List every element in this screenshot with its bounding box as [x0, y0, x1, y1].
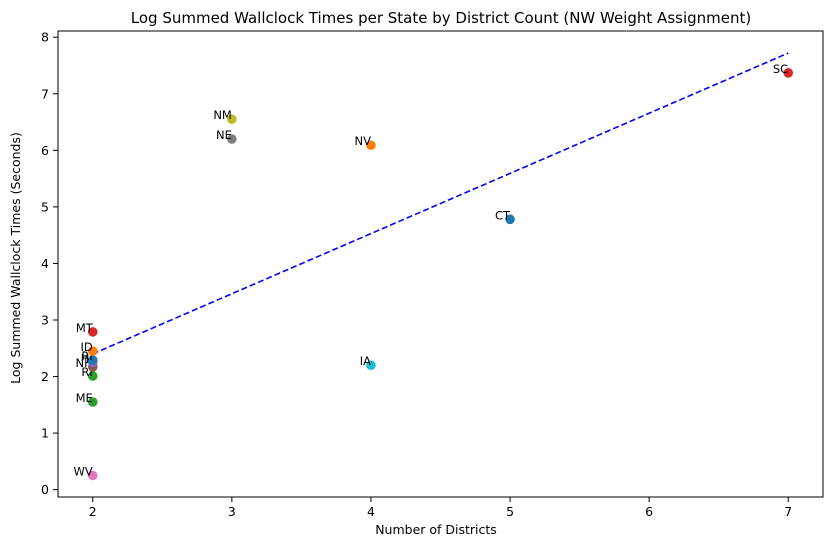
- y-tick-label: 0: [41, 482, 49, 497]
- data-point-wv: [87, 470, 98, 481]
- data-point-ct: [505, 214, 515, 225]
- x-tick-label: 6: [645, 504, 653, 519]
- point-label: ME: [76, 391, 93, 405]
- data-point-nv: [366, 140, 376, 151]
- x-tick-label: 4: [367, 504, 375, 519]
- point-label: SC: [773, 62, 788, 76]
- x-tick-label: 2: [89, 504, 97, 519]
- data-point-ia: [366, 360, 376, 371]
- data-point-mt: [87, 327, 98, 337]
- point-label: NM: [213, 108, 232, 122]
- x-tick-label: 5: [506, 504, 514, 519]
- point-label: NE: [216, 128, 232, 142]
- point-label: ID: [81, 340, 93, 354]
- point-label: MT: [76, 321, 94, 335]
- x-tick-label: 7: [784, 504, 792, 519]
- y-tick-label: 4: [41, 256, 49, 271]
- x-axis-label: Number of Districts: [375, 522, 497, 537]
- y-tick-label: 8: [41, 30, 49, 45]
- point-label: IA: [360, 354, 371, 368]
- y-tick-label: 7: [41, 86, 49, 101]
- data-point-ne: [227, 134, 237, 144]
- chart-title: Log Summed Wallclock Times per State by …: [131, 9, 751, 27]
- y-tick-label: 1: [41, 426, 49, 441]
- y-tick-label: 3: [41, 312, 49, 327]
- point-label: RI: [81, 365, 92, 379]
- data-point-id: [87, 346, 98, 356]
- y-tick-label: 5: [41, 199, 49, 214]
- point-label: NV: [354, 134, 371, 148]
- plot-area: [57, 30, 824, 498]
- trend-line-group: [92, 52, 789, 355]
- point-label: CT: [495, 208, 511, 222]
- y-axis-label: Log Summed Wallclock Times (Seconds): [8, 132, 23, 384]
- data-point-nm: [227, 114, 237, 125]
- trend-line: [92, 52, 789, 355]
- y-tick-label: 6: [41, 143, 49, 158]
- data-point-ri: [87, 355, 98, 365]
- point-label: WV: [74, 465, 93, 479]
- x-tick-label: 3: [228, 504, 236, 519]
- data-point-sc: [783, 68, 794, 78]
- point-label: RI: [81, 349, 92, 363]
- data-point-me: [87, 397, 98, 407]
- x-axis: 2 3 4 5 6 7: [89, 497, 792, 519]
- y-tick-label: 2: [41, 369, 49, 384]
- y-axis: 0 1 2 3 4 5 6 7 8: [41, 30, 58, 497]
- data-point-ri: [87, 371, 98, 381]
